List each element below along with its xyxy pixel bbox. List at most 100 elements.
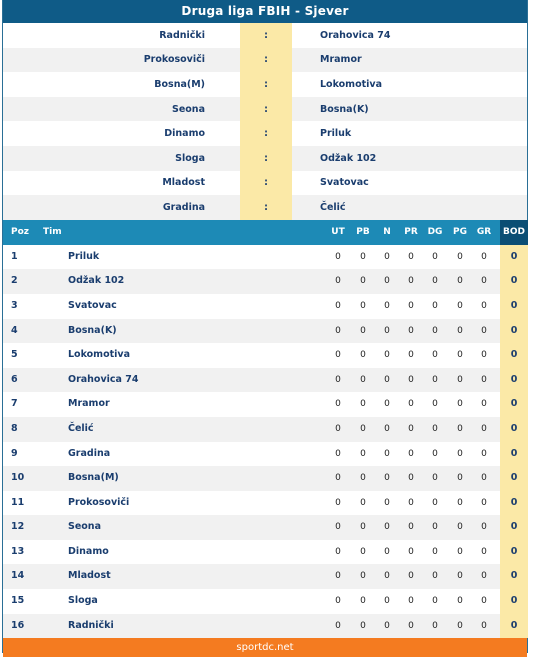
row-position: 15 <box>11 595 25 607</box>
row-team-name[interactable]: Bosna(K) <box>68 324 117 336</box>
row-dg: 0 <box>432 596 438 607</box>
row-gr: 0 <box>481 596 487 607</box>
fixture-score: : <box>240 96 292 122</box>
row-pr: 0 <box>408 497 414 508</box>
header-pr: PR <box>404 227 418 238</box>
fixture-away-team[interactable]: Lokomotiva <box>320 78 382 90</box>
fixture-home-team[interactable]: Gradina <box>162 201 205 213</box>
row-dg: 0 <box>432 325 438 336</box>
row-pr: 0 <box>408 350 414 361</box>
fixture-row: Sloga : Odžak 102 <box>3 145 527 171</box>
row-dg: 0 <box>432 300 438 311</box>
row-position: 3 <box>11 299 18 311</box>
fixture-home-team[interactable]: Mladost <box>162 177 205 189</box>
row-pg: 0 <box>457 546 463 557</box>
row-bod: 0 <box>500 564 528 590</box>
row-gr: 0 <box>481 546 487 557</box>
row-pr: 0 <box>408 473 414 484</box>
fixture-away-team[interactable]: Čelić <box>320 201 346 213</box>
row-bod: 0 <box>500 589 528 614</box>
row-pb: 0 <box>360 300 366 311</box>
fixture-row: Radnički : Orahovica 74 <box>3 23 527 48</box>
fixture-away-team[interactable]: Svatovac <box>320 177 369 189</box>
row-n: 0 <box>384 300 390 311</box>
fixture-away-team[interactable]: Mramor <box>320 54 362 66</box>
table-row: 5 Lokomotiva 0 0 0 0 0 0 0 0 <box>3 343 528 368</box>
row-bod: 0 <box>500 539 528 565</box>
row-ut: 0 <box>335 399 341 410</box>
row-pr: 0 <box>408 596 414 607</box>
row-team-name[interactable]: Prokosoviči <box>68 496 130 508</box>
row-pg: 0 <box>457 399 463 410</box>
fixture-home-team[interactable]: Seona <box>172 103 205 115</box>
row-team-name[interactable]: Odžak 102 <box>68 275 125 287</box>
row-n: 0 <box>384 423 390 434</box>
row-pg: 0 <box>457 473 463 484</box>
row-pb: 0 <box>360 522 366 533</box>
row-team-name[interactable]: Dinamo <box>68 545 109 557</box>
fixture-row: Gradina : Čelić <box>3 195 527 220</box>
row-bod: 0 <box>500 269 528 294</box>
row-team-name[interactable]: Sloga <box>68 595 98 607</box>
row-ut: 0 <box>335 497 341 508</box>
fixture-away-team[interactable]: Priluk <box>320 128 352 140</box>
header-dg: DG <box>427 227 443 238</box>
row-gr: 0 <box>481 251 487 262</box>
row-n: 0 <box>384 399 390 410</box>
fixture-home-team[interactable]: Sloga <box>175 152 205 164</box>
row-team-name[interactable]: Priluk <box>68 250 100 262</box>
row-pr: 0 <box>408 546 414 557</box>
header-pb: PB <box>356 227 370 238</box>
row-gr: 0 <box>481 497 487 508</box>
row-dg: 0 <box>432 399 438 410</box>
row-ut: 0 <box>335 374 341 385</box>
row-n: 0 <box>384 350 390 361</box>
row-pb: 0 <box>360 546 366 557</box>
row-team-name[interactable]: Bosna(M) <box>68 472 119 484</box>
row-team-name[interactable]: Seona <box>68 521 101 533</box>
table-row: 16 Radnički 0 0 0 0 0 0 0 0 <box>3 613 528 639</box>
row-position: 4 <box>11 324 18 336</box>
row-pr: 0 <box>408 325 414 336</box>
fixture-away-team[interactable]: Odžak 102 <box>320 152 377 164</box>
row-gr: 0 <box>481 399 487 410</box>
row-team-name[interactable]: Orahovica 74 <box>68 373 139 385</box>
row-dg: 0 <box>432 571 438 582</box>
row-gr: 0 <box>481 300 487 311</box>
row-team-name[interactable]: Mramor <box>68 398 110 410</box>
row-bod: 0 <box>500 367 528 393</box>
standings-header: Poz Tim UT PB N PR DG PG GR BOD <box>3 219 528 245</box>
row-bod: 0 <box>500 392 528 417</box>
row-ut: 0 <box>335 473 341 484</box>
row-position: 11 <box>11 496 25 508</box>
row-team-name[interactable]: Mladost <box>68 570 111 582</box>
row-gr: 0 <box>481 571 487 582</box>
row-gr: 0 <box>481 473 487 484</box>
fixture-away-team[interactable]: Orahovica 74 <box>320 29 391 41</box>
row-team-name[interactable]: Gradina <box>68 447 111 459</box>
row-team-name[interactable]: Lokomotiva <box>68 349 130 361</box>
header-tim: Tim <box>43 227 62 238</box>
row-team-name[interactable]: Čelić <box>68 422 94 434</box>
fixture-home-team[interactable]: Radnički <box>159 29 205 41</box>
row-gr: 0 <box>481 325 487 336</box>
row-team-name[interactable]: Svatovac <box>68 299 117 311</box>
row-position: 10 <box>11 472 25 484</box>
fixture-away-team[interactable]: Bosna(K) <box>320 103 369 115</box>
row-dg: 0 <box>432 251 438 262</box>
row-bod: 0 <box>500 441 528 467</box>
row-bod: 0 <box>500 343 528 368</box>
row-pr: 0 <box>408 571 414 582</box>
row-team-name[interactable]: Radnički <box>68 619 114 631</box>
row-n: 0 <box>384 497 390 508</box>
table-row: 1 Priluk 0 0 0 0 0 0 0 0 <box>3 244 528 270</box>
footer-brand-link[interactable]: sportdc.net <box>3 638 527 658</box>
row-pg: 0 <box>457 325 463 336</box>
fixture-home-team[interactable]: Dinamo <box>164 128 205 140</box>
row-pg: 0 <box>457 620 463 631</box>
fixture-home-team[interactable]: Bosna(M) <box>154 78 205 90</box>
row-pb: 0 <box>360 399 366 410</box>
row-gr: 0 <box>481 448 487 459</box>
row-dg: 0 <box>432 546 438 557</box>
fixture-home-team[interactable]: Prokosoviči <box>143 54 205 66</box>
